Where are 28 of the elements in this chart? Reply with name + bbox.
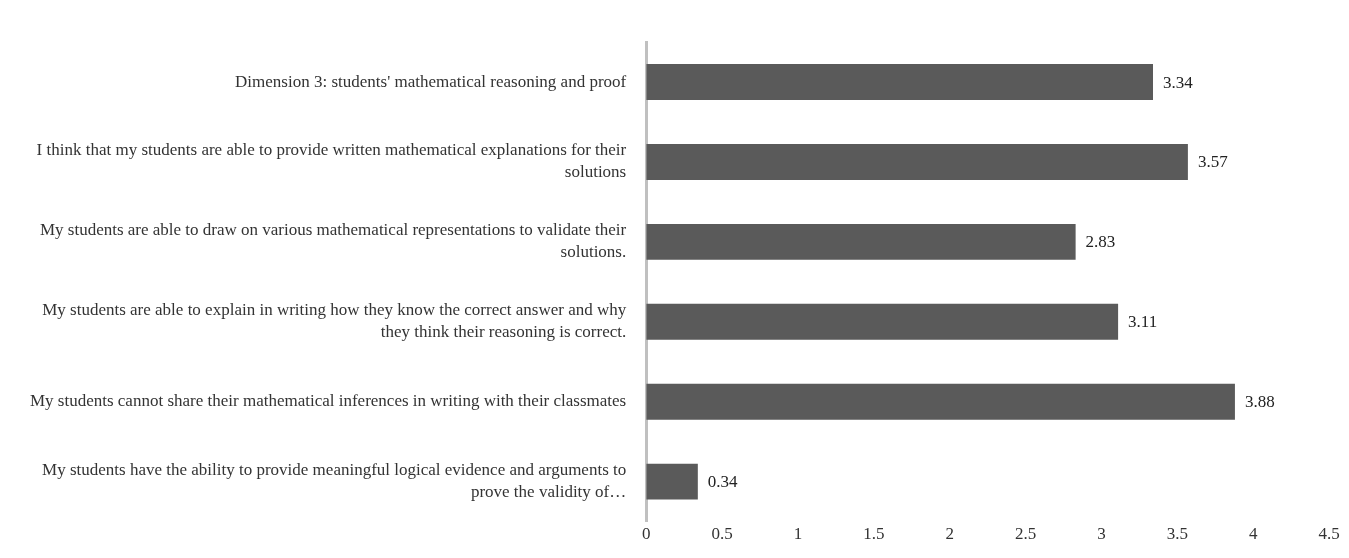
bar xyxy=(646,303,1119,340)
y-tick-label: Dimension 3: students' mathematical reasoning and proof xyxy=(235,71,627,91)
data-label: 3.57 xyxy=(1197,152,1229,172)
x-tick-label: 1.5 xyxy=(863,524,885,544)
x-tick-label: 4.5 xyxy=(1318,524,1340,544)
bar xyxy=(646,463,698,500)
x-tick-label: 3 xyxy=(1097,524,1106,544)
x-tick-label: 3.5 xyxy=(1166,524,1188,544)
bar xyxy=(646,383,1235,420)
x-tick-label: 2 xyxy=(945,524,954,544)
data-label: 3.34 xyxy=(1163,72,1194,92)
data-label: 2.83 xyxy=(1085,232,1116,252)
y-tick-label: My students have the ability to provide meaningful logical evidence and arguments to prove the validity of… xyxy=(42,460,627,502)
data-label: 3.88 xyxy=(1244,392,1275,412)
bar xyxy=(646,143,1188,180)
data-label: 3.11 xyxy=(1128,312,1158,332)
y-tick-label: I think that my students are able to provide written mathematical explanations for their solutions xyxy=(36,140,627,182)
x-tick-label: 4 xyxy=(1248,524,1258,544)
x-tick-label: 0 xyxy=(641,524,651,544)
y-tick-label: My students are able to draw on various mathematical representations to validate their solutions. xyxy=(39,220,627,262)
y-tick-label: My students cannot share their mathematical inferences in writing with their classmates xyxy=(29,391,627,411)
y-tick-label: My students are able to explain in writing how they know the correct answer and why they think their reasoning is correct. xyxy=(42,300,627,342)
x-tick-label: 1 xyxy=(793,524,803,544)
x-tick-label: 2.5 xyxy=(1014,524,1037,544)
bar xyxy=(646,64,1153,101)
data-label: 0.34 xyxy=(707,472,739,492)
x-tick-label: 0.5 xyxy=(711,524,733,544)
bar xyxy=(646,223,1076,260)
